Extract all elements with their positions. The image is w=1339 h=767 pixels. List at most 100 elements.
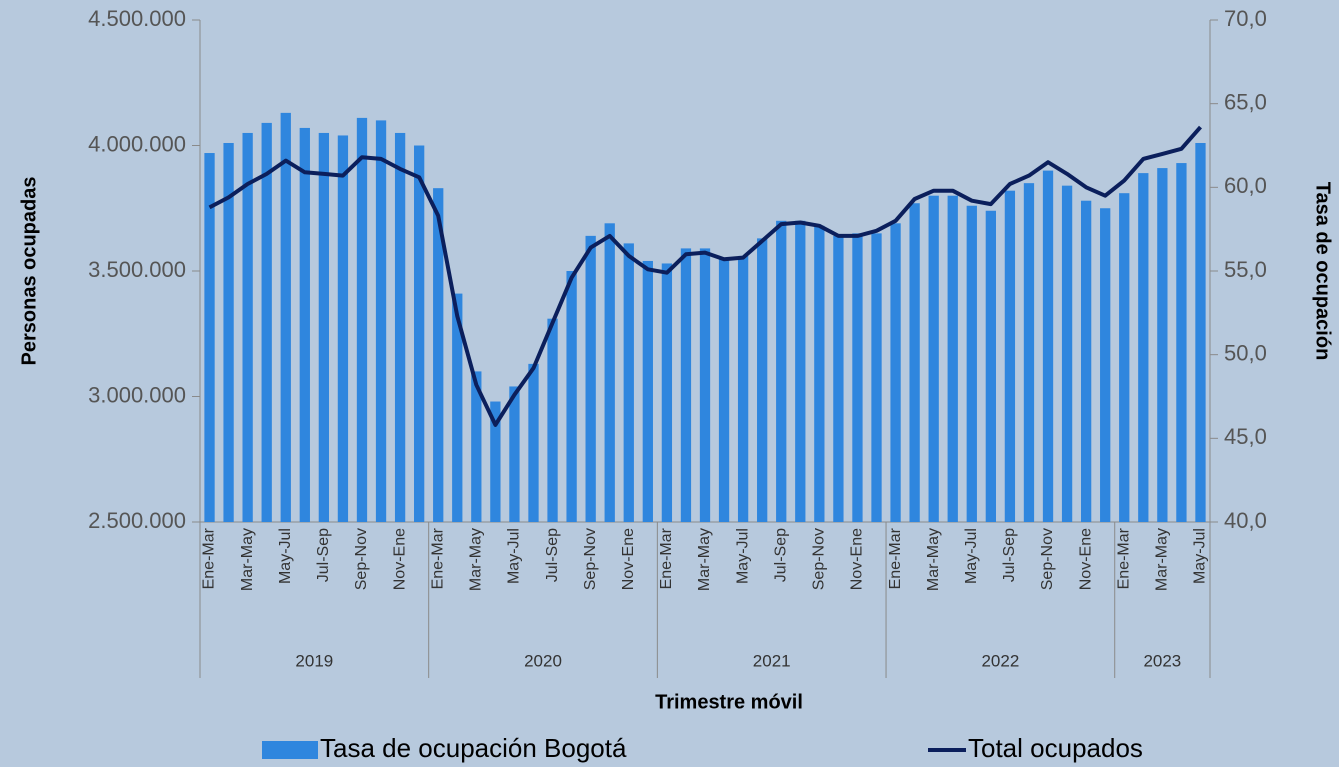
year-label: 2019 <box>295 651 333 670</box>
bar <box>776 220 787 523</box>
bar <box>585 235 596 523</box>
year-label: 2023 <box>1143 651 1181 670</box>
bar <box>871 233 882 522</box>
y-tick-label: 3.500.000 <box>88 257 186 282</box>
line <box>208 125 1203 427</box>
bar <box>909 203 920 523</box>
bar <box>1157 168 1168 522</box>
x-tick-label: Sep-Nov <box>353 528 370 590</box>
x-tick-label: Sep-Nov <box>582 528 599 590</box>
bar <box>985 210 996 522</box>
y2-tick-label: 55,0 <box>1224 257 1267 282</box>
y-axis-title: Personas ocupadas <box>18 177 40 366</box>
x-tick-label: Jul-Sep <box>544 528 561 582</box>
bar <box>795 220 806 523</box>
x-tick-label: Ene-Mar <box>429 527 446 589</box>
bar <box>642 260 653 522</box>
bar <box>261 122 272 522</box>
bar <box>280 112 291 523</box>
bar <box>1100 208 1111 522</box>
y2-tick-label: 50,0 <box>1224 340 1267 365</box>
year-label: 2020 <box>524 651 562 670</box>
bar <box>509 386 520 522</box>
bar <box>299 127 310 523</box>
y2-tick-label: 70,0 <box>1224 6 1267 31</box>
y-tick-label: 4.000.000 <box>88 131 186 156</box>
y-tick-label: 3.000.000 <box>88 382 186 407</box>
bar <box>661 263 673 522</box>
x-tick-label: Nov-Ene <box>391 528 408 590</box>
bar <box>471 371 482 522</box>
x-tick-label: May-Jul <box>734 528 751 584</box>
bar <box>1195 142 1206 523</box>
bar <box>394 132 406 522</box>
y2-tick-label: 40,0 <box>1224 508 1267 533</box>
bar <box>623 243 634 522</box>
x-tick-label: Jul-Sep <box>315 528 332 582</box>
bar <box>1080 200 1092 522</box>
bar <box>490 401 501 522</box>
x-tick-label: Mar-May <box>239 528 256 591</box>
x-tick-label: Jul-Sep <box>772 528 789 582</box>
bar <box>1061 185 1073 522</box>
bar <box>528 363 539 522</box>
bar <box>928 195 939 522</box>
bar <box>699 248 711 522</box>
bar <box>1042 170 1054 522</box>
x-tick-label: Sep-Nov <box>811 528 828 590</box>
bar <box>852 233 863 522</box>
y-tick-label: 2.500.000 <box>88 508 186 533</box>
x-tick-label: Nov-Ene <box>1077 528 1094 590</box>
x-tick-label: May-Jul <box>1192 528 1209 584</box>
x-tick-label: Mar-May <box>1154 528 1171 591</box>
x-tick-label: Mar-May <box>696 528 713 591</box>
bar <box>356 117 368 522</box>
bar <box>242 132 253 522</box>
x-tick-label: Ene-Mar <box>658 527 675 589</box>
bar <box>204 153 215 522</box>
x-tick-label: Mar-May <box>468 528 485 591</box>
x-tick-label: Jul-Sep <box>1001 528 1018 582</box>
bar <box>966 205 977 523</box>
bar <box>375 120 387 523</box>
bar <box>1004 190 1016 522</box>
bar <box>737 255 749 522</box>
x-axis-title: Trimestre móvil <box>655 691 803 713</box>
legend-swatch <box>262 741 318 759</box>
bar <box>890 223 901 522</box>
bar <box>223 142 234 523</box>
x-tick-label: May-Jul <box>963 528 980 584</box>
bar <box>814 225 825 522</box>
bar <box>604 223 615 522</box>
year-label: 2021 <box>753 651 791 670</box>
bar <box>1119 193 1130 522</box>
x-tick-label: Mar-May <box>925 528 942 591</box>
bar <box>680 248 692 522</box>
bar <box>757 238 768 522</box>
x-tick-label: Nov-Ene <box>849 528 866 590</box>
bar <box>833 235 844 523</box>
y2-tick-label: 45,0 <box>1224 424 1267 449</box>
bar <box>318 132 330 522</box>
bar <box>414 145 425 522</box>
bar <box>566 271 577 522</box>
bar <box>1176 163 1187 522</box>
x-tick-label: Nov-Ene <box>620 528 637 590</box>
x-tick-label: May-Jul <box>506 528 523 584</box>
legend-label: Total ocupados <box>968 733 1143 763</box>
x-tick-label: May-Jul <box>277 528 294 584</box>
bar <box>1023 183 1035 522</box>
x-tick-label: Ene-Mar <box>201 527 218 589</box>
bar <box>547 318 558 522</box>
y2-tick-label: 60,0 <box>1224 173 1267 198</box>
x-tick-label: Sep-Nov <box>1039 528 1056 590</box>
bar <box>1138 173 1149 523</box>
bar <box>947 195 958 522</box>
x-tick-label: Ene-Mar <box>887 527 904 589</box>
bar <box>452 293 463 522</box>
bar <box>337 135 349 522</box>
y-tick-label: 4.500.000 <box>88 6 186 31</box>
bar <box>433 188 444 523</box>
legend-label: Tasa de ocupación Bogotá <box>320 733 627 763</box>
